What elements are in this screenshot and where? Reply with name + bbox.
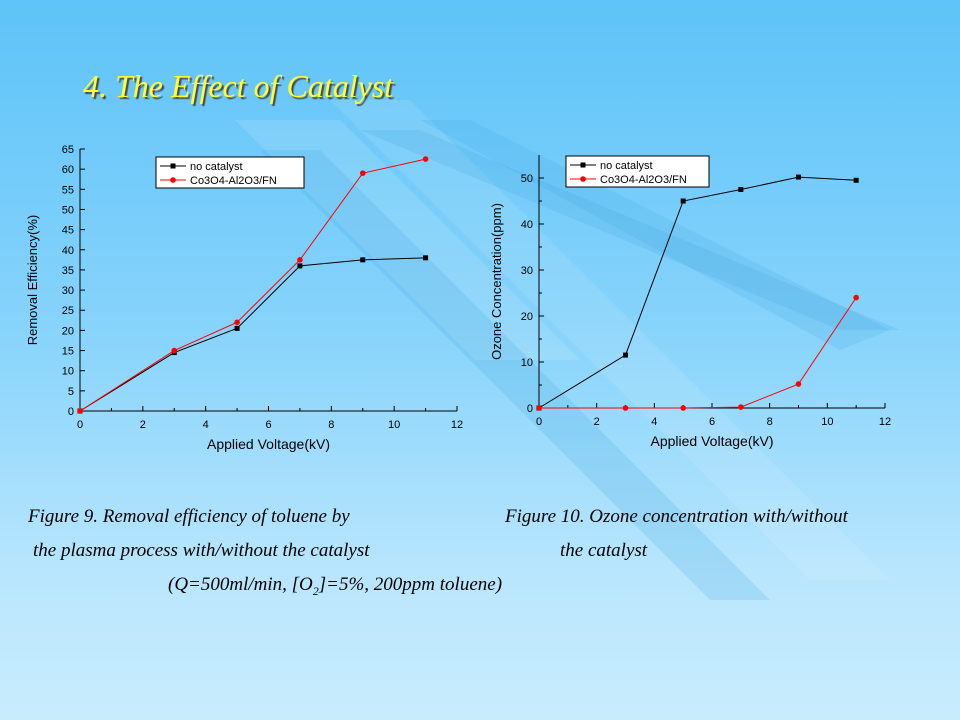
y-tick-label: 40 <box>521 219 533 231</box>
figure9-caption-line2: the plasma process with/without the cata… <box>33 540 370 561</box>
experimental-conditions-caption: (Q=500ml/min, [O2]=5%, 200ppm toluene) <box>168 574 502 599</box>
y-tick-label: 30 <box>62 285 74 297</box>
legend-marker-co3o4-al2o3-fn <box>170 177 176 183</box>
y-tick-label: 20 <box>521 311 533 323</box>
y-tick-label: 65 <box>62 144 74 156</box>
y-tick-label: 25 <box>62 305 74 317</box>
y-tick-label: 55 <box>62 184 74 196</box>
x-tick-label: 6 <box>709 416 715 428</box>
data-point-co3o4-al2o3-fn <box>795 381 802 387</box>
x-tick-label: 6 <box>265 419 271 431</box>
data-point-co3o4-al2o3-fn <box>853 294 859 301</box>
data-point-co3o4-al2o3-fn <box>536 405 542 411</box>
y-tick-label: 5 <box>68 386 74 398</box>
y-tick-label: 45 <box>62 225 74 237</box>
data-point-no-catalyst <box>738 187 744 192</box>
y-tick-label: 50 <box>62 204 74 216</box>
x-tick-label: 2 <box>140 419 146 431</box>
y-tick-label: 35 <box>62 265 74 277</box>
data-point-no-catalyst <box>680 198 686 204</box>
legend-label-co3o4-al2o3-fn: Co3O4-Al2O3/FN <box>600 174 687 186</box>
data-point-co3o4-al2o3-fn <box>171 347 178 354</box>
x-tick-label: 12 <box>451 419 463 431</box>
data-point-co3o4-al2o3-fn <box>234 319 240 326</box>
legend-label-no-catalyst: no catalyst <box>190 161 243 173</box>
x-tick-label: 8 <box>767 416 773 428</box>
figure9-caption-line1: Figure 9. Removal efficiency of toluene … <box>28 506 350 527</box>
data-point-no-catalyst <box>234 325 240 331</box>
data-point-co3o4-al2o3-fn <box>680 405 686 411</box>
y-tick-label: 20 <box>62 325 74 337</box>
data-point-co3o4-al2o3-fn <box>77 408 83 414</box>
x-axis-title: Applied Voltage(kV) <box>651 433 774 449</box>
y-tick-label: 10 <box>521 357 533 369</box>
legend-marker-co3o4-al2o3-fn <box>580 176 586 182</box>
x-axis-title: Applied Voltage(kV) <box>207 436 330 452</box>
y-tick-label: 40 <box>62 245 74 257</box>
data-point-co3o4-al2o3-fn <box>738 404 744 410</box>
legend-label-co3o4-al2o3-fn: Co3O4-Al2O3/FN <box>190 175 277 187</box>
x-tick-label: 0 <box>77 419 83 431</box>
data-point-no-catalyst <box>623 352 628 358</box>
ozone-concentration-chart: 0 2 4 6 8 10 12 0 10 20 30 40 50 Applied Voltage(kV) O… <box>489 155 891 449</box>
y-axis-title: Removal Efficiency(%) <box>25 215 40 346</box>
series-line-co3o4-al2o3-fn <box>79 158 426 412</box>
y-axis-title: Ozone Concentration(ppm) <box>489 203 504 360</box>
y-tick-label: 0 <box>527 403 533 415</box>
data-point-no-catalyst <box>423 255 429 261</box>
x-tick-label: 8 <box>328 419 334 431</box>
conditions-subscript: 2 <box>312 583 319 598</box>
figure10-caption-line2: the catalyst <box>560 540 648 561</box>
series-line-no-catalyst <box>538 176 857 409</box>
legend-marker-no-catalyst <box>170 163 176 169</box>
series-line-no-catalyst <box>79 257 426 412</box>
data-point-co3o4-al2o3-fn <box>622 405 629 411</box>
legend-box <box>155 156 305 189</box>
conditions-prefix: (Q=500ml/min, [O <box>168 574 313 595</box>
series-line-co3o4-al2o3-fn <box>539 297 857 409</box>
x-tick-label: 2 <box>594 416 600 428</box>
legend-marker-no-catalyst <box>580 162 586 168</box>
x-tick-label: 10 <box>388 419 400 431</box>
conditions-suffix: ]=5%, 200ppm toluene) <box>318 574 503 595</box>
x-tick-label: 4 <box>203 419 209 431</box>
legend-label-no-catalyst: no catalyst <box>600 160 653 172</box>
y-tick-label: 10 <box>62 366 74 378</box>
data-point-co3o4-al2o3-fn <box>297 257 303 263</box>
y-tick-label: 30 <box>521 265 533 277</box>
data-point-co3o4-al2o3-fn <box>359 170 366 176</box>
y-tick-label: 50 <box>521 173 533 185</box>
slide-title: 4. The Effect of Catalyst <box>83 68 394 104</box>
y-tick-label: 60 <box>62 164 74 176</box>
removal-efficiency-chart: 0 2 4 6 8 10 12 0 5 10 15 20 25 30 35 40 45 50 55 60 65 Appli… <box>25 144 463 452</box>
figure10-caption-line1: Figure 10. Ozone concentration with/with… <box>505 506 848 527</box>
y-tick-label: 0 <box>68 406 74 418</box>
data-point-co3o4-al2o3-fn <box>422 156 429 162</box>
x-tick-label: 10 <box>821 416 833 428</box>
x-tick-label: 12 <box>879 416 891 428</box>
data-point-no-catalyst <box>297 263 303 269</box>
data-point-no-catalyst <box>853 177 859 183</box>
x-tick-label: 4 <box>651 416 657 428</box>
data-point-no-catalyst <box>796 174 801 180</box>
y-tick-label: 15 <box>62 346 74 358</box>
legend-box <box>565 155 710 188</box>
data-point-no-catalyst <box>360 257 366 263</box>
x-tick-label: 0 <box>536 416 542 428</box>
